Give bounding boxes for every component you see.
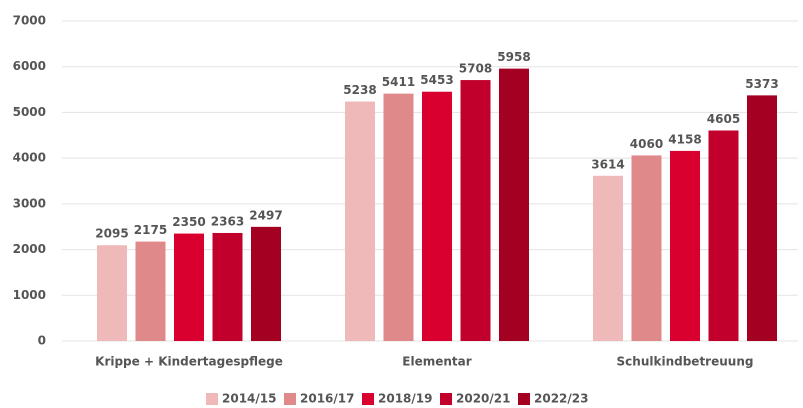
bar <box>251 226 281 341</box>
legend-label: 2020/21 <box>456 392 510 406</box>
y-tick-label: 0 <box>38 334 46 348</box>
bar <box>631 155 662 341</box>
value-label: 4158 <box>668 132 701 146</box>
x-tick-label: Schulkindbetreuung <box>617 355 754 369</box>
bar <box>670 150 700 341</box>
legend-label: 2022/23 <box>534 392 588 406</box>
legend-swatch <box>206 393 218 405</box>
value-label: 5453 <box>420 73 453 87</box>
bar <box>97 245 127 341</box>
bar <box>212 232 243 341</box>
value-label: 2095 <box>95 227 128 241</box>
bar <box>174 233 204 341</box>
value-label: 5411 <box>382 75 415 89</box>
y-tick-label: 5000 <box>13 105 46 119</box>
value-label: 5373 <box>745 77 778 91</box>
y-tick-label: 2000 <box>13 242 46 256</box>
x-tick-label: Krippe + Kindertagespflege <box>95 355 283 369</box>
value-label: 4060 <box>630 137 663 151</box>
value-label: 5238 <box>343 83 376 97</box>
legend-label: 2014/15 <box>222 392 276 406</box>
y-tick-label: 3000 <box>13 196 46 210</box>
bar <box>747 95 777 342</box>
legend-swatch <box>362 393 374 405</box>
y-tick-label: 6000 <box>13 59 46 73</box>
value-label: 2350 <box>172 215 205 229</box>
bar <box>499 68 529 342</box>
x-tick-label: Elementar <box>402 355 471 369</box>
y-tick-label: 7000 <box>13 14 46 28</box>
bar <box>708 130 739 341</box>
bar <box>345 101 375 341</box>
y-tick-label: 4000 <box>13 151 46 165</box>
bar <box>383 93 414 341</box>
bar <box>135 241 166 341</box>
legend-swatch <box>440 393 452 405</box>
bar <box>593 175 623 341</box>
value-label: 3614 <box>591 157 624 171</box>
value-label: 5958 <box>497 50 530 64</box>
value-label: 4605 <box>707 112 740 126</box>
y-tick-label: 1000 <box>13 288 46 302</box>
value-label: 2175 <box>134 223 167 237</box>
bar <box>422 91 452 341</box>
legend-swatch <box>284 393 296 405</box>
value-label: 5708 <box>459 62 492 76</box>
value-label: 2363 <box>211 214 244 228</box>
legend-swatch <box>518 393 530 405</box>
legend-label: 2016/17 <box>300 392 354 406</box>
legend-label: 2018/19 <box>378 392 432 406</box>
value-label: 2497 <box>249 208 282 222</box>
bar <box>460 80 491 341</box>
